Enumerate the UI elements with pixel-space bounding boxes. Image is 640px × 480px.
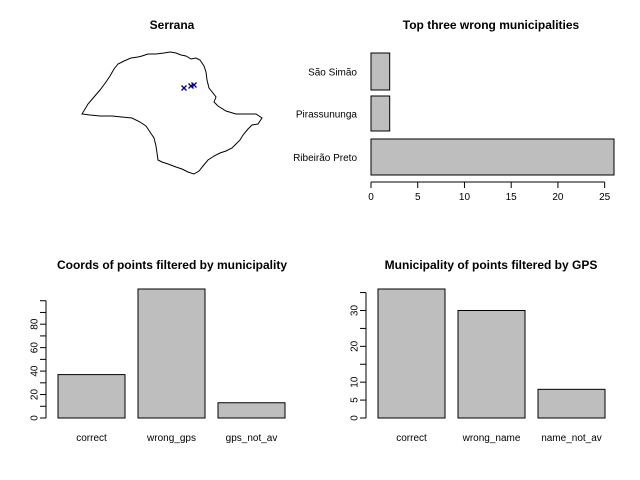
bar [377, 288, 446, 419]
x-tick-label: 0 [368, 192, 374, 203]
chart4-title: Municipality of points filtered by GPS [385, 258, 598, 272]
map-marker [181, 85, 187, 91]
x-tick-label: 5 [415, 192, 421, 203]
panel-coords-filtered: Coords of points filtered by municipalit… [30, 258, 288, 444]
category-label: gps_not_av [226, 433, 278, 444]
y-tick-label: 60 [30, 342, 41, 354]
map-title: Serrana [150, 18, 195, 32]
y-tick-label: 40 [30, 365, 41, 377]
chart2-title: Top three wrong municipalities [403, 18, 580, 32]
y-tick-label: 0 [350, 415, 361, 421]
bar [370, 52, 391, 91]
y-tick-label: 20 [350, 340, 361, 352]
y-tick-label: 30 [350, 305, 361, 317]
panel-municipality-filtered: Municipality of points filtered by GPS c… [350, 258, 606, 444]
x-tick-label: 20 [552, 192, 564, 203]
state-outline [81, 51, 263, 175]
category-label: correct [76, 433, 107, 444]
x-tick-label: 25 [599, 192, 611, 203]
y-tick-label: 80 [30, 318, 41, 330]
y-tick-label: 0 [30, 415, 41, 421]
category-label: Pirassununga [296, 110, 358, 121]
chart3-title: Coords of points filtered by municipalit… [57, 258, 287, 272]
category-label: Ribeirão Preto [293, 153, 357, 164]
y-tick-label: 5 [350, 397, 361, 403]
category-label: wrong_gps [146, 433, 196, 444]
bar [370, 138, 615, 176]
y-tick-label: 10 [350, 376, 361, 388]
map-marker [191, 82, 197, 88]
bar [370, 95, 391, 132]
bar [57, 374, 126, 419]
x-tick-label: 15 [506, 192, 518, 203]
category-label: name_not_av [541, 433, 602, 444]
category-label: wrong_name [462, 433, 521, 444]
panel-top-wrong: Top three wrong municipalities São Simão… [293, 18, 615, 203]
category-label: São Simão [308, 68, 357, 79]
category-label: correct [396, 433, 427, 444]
y-tick-label: 20 [30, 389, 41, 401]
bar [217, 402, 286, 419]
x-tick-label: 10 [459, 192, 471, 203]
bar [457, 310, 526, 419]
panel-map: Serrana [81, 18, 263, 175]
bar [537, 388, 606, 419]
bar [137, 288, 206, 419]
